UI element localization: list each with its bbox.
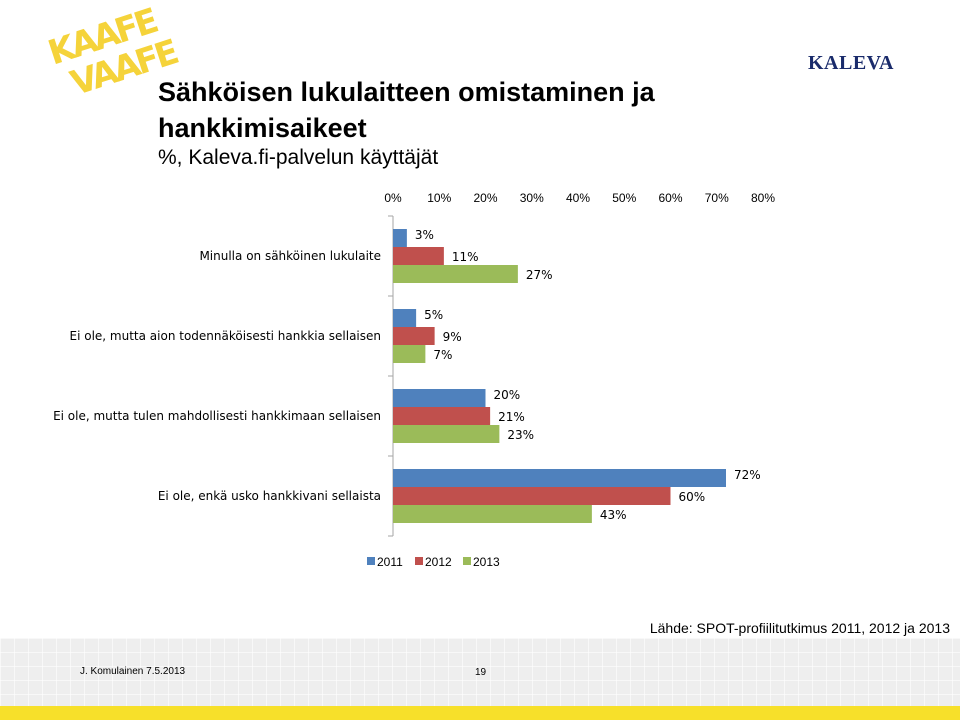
bottom-accent-bar — [0, 706, 960, 720]
legend-swatch-2011 — [367, 557, 375, 565]
x-tick-label: 80% — [751, 191, 775, 205]
bar-2012 — [393, 247, 444, 265]
category-label: Ei ole, enkä usko hankkivani sellaista — [158, 489, 381, 503]
bar-2011 — [393, 469, 726, 487]
x-tick-label: 60% — [658, 191, 682, 205]
category-label: Minulla on sähköinen lukulaite — [199, 249, 381, 263]
source-note: Lähde: SPOT-profiilitutkimus 2011, 2012 … — [649, 620, 950, 636]
legend-label: 2011 — [377, 555, 403, 569]
x-tick-label: 50% — [612, 191, 636, 205]
legend-swatch-2012 — [415, 557, 423, 565]
category-label: Ei ole, mutta tulen mahdollisesti hankki… — [53, 409, 381, 423]
category-label: Ei ole, mutta aion todennäköisesti hankk… — [70, 329, 381, 343]
kaleva-brand: KALEVA — [808, 52, 894, 74]
bar-2011 — [393, 309, 417, 327]
bar-2013 — [393, 265, 518, 283]
x-tick-label: 70% — [705, 191, 729, 205]
data-label: 11% — [452, 250, 479, 264]
legend-label: 2013 — [473, 555, 500, 569]
x-tick-label: 10% — [427, 191, 451, 205]
data-label: 21% — [498, 410, 525, 424]
data-label: 7% — [433, 348, 452, 362]
legend-swatch-2013 — [463, 557, 471, 565]
bar-2012 — [393, 327, 435, 345]
bar-2012 — [393, 487, 671, 505]
bar-2011 — [393, 229, 407, 247]
data-label: 27% — [526, 268, 553, 282]
x-tick-label: 40% — [566, 191, 590, 205]
page-title: Sähköisen lukulaitteen omistaminen ja ha… — [158, 77, 655, 143]
bar-2011 — [393, 389, 486, 407]
data-label: 5% — [424, 308, 443, 322]
x-tick-label: 20% — [473, 191, 497, 205]
legend-label: 2012 — [425, 555, 452, 569]
bar-2012 — [393, 407, 491, 425]
page-number: 19 — [475, 667, 487, 678]
kaafe-logo: KAAFE VAAFE — [30, 0, 181, 104]
bar-2013 — [393, 345, 426, 363]
data-label: 60% — [679, 490, 706, 504]
author-date: J. Komulainen 7.5.2013 — [80, 666, 186, 677]
data-label: 9% — [443, 330, 462, 344]
x-tick-label: 0% — [384, 191, 402, 205]
data-label: 3% — [415, 228, 434, 242]
data-label: 23% — [507, 428, 534, 442]
bar-2013 — [393, 425, 500, 443]
data-label: 20% — [494, 388, 521, 402]
bar-chart: 0% 10% 20% 30% 40% 50% 60% 70% 80% Minulla on säh… — [53, 191, 775, 569]
footer-band — [0, 638, 960, 706]
x-tick-label: 30% — [520, 191, 544, 205]
page-subtitle: %, Kaleva.fi-palvelun käyttäjät — [158, 146, 439, 169]
data-label: 72% — [734, 468, 761, 482]
bar-2013 — [393, 505, 592, 523]
data-label: 43% — [600, 508, 627, 522]
